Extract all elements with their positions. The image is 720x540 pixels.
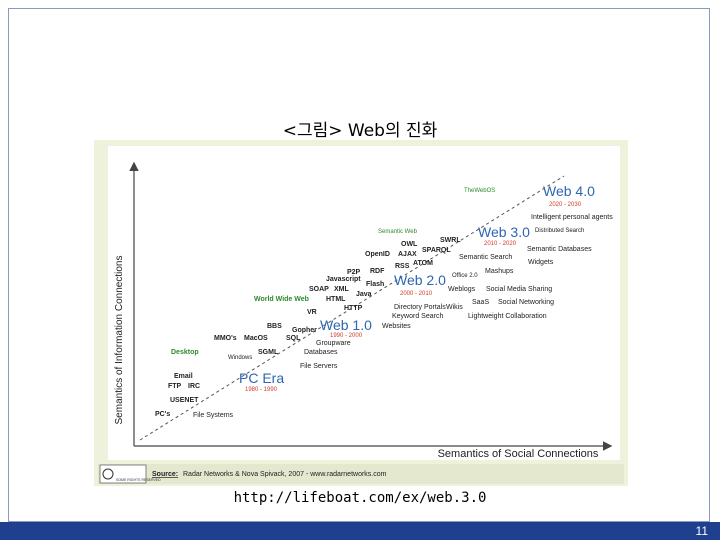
x-axis-label: Semantics of Social Connections bbox=[438, 448, 599, 460]
era-pc-name: PC Era bbox=[239, 370, 284, 386]
app-keyword-search: Keyword Search bbox=[392, 313, 443, 320]
tech-windows: Windows bbox=[228, 355, 252, 361]
web-evolution-diagram: Semantics of Information Connections Sem… bbox=[94, 140, 628, 486]
app-semantic-search: Semantic Search bbox=[459, 254, 512, 261]
app-intelligent-agents: Intelligent personal agents bbox=[531, 214, 613, 221]
era-web3-name: Web 3.0 bbox=[478, 224, 530, 240]
tech-soap: SOAP bbox=[309, 286, 329, 293]
tech-sgml: SGML bbox=[258, 349, 279, 356]
tech-java: Java bbox=[356, 291, 372, 298]
era-web2-years: 2000 - 2010 bbox=[400, 291, 433, 297]
app-distributed-search: Distributed Search bbox=[535, 228, 584, 234]
tech-http: HTTP bbox=[344, 305, 363, 312]
y-axis-label: Semantics of Information Connections bbox=[114, 256, 125, 425]
era-web3-years: 2010 - 2020 bbox=[484, 241, 517, 247]
tech-email: Email bbox=[174, 373, 193, 380]
source-text: Radar Networks & Nova Spivack, 2007 - ww… bbox=[183, 471, 387, 478]
license-text: SOME RIGHTS RESERVED bbox=[116, 478, 161, 482]
tech-bbs: BBS bbox=[267, 323, 282, 330]
tech-gopher: Gopher bbox=[292, 327, 317, 334]
tech-mmos: MMO's bbox=[214, 335, 237, 342]
slide-border bbox=[8, 8, 710, 522]
figure-caption: <그림> Web의 진화 bbox=[282, 121, 438, 141]
app-file-servers: File Servers bbox=[300, 363, 338, 370]
tech-openid: OpenID bbox=[365, 251, 390, 258]
tech-usenet: USENET bbox=[170, 397, 199, 404]
era-web2-name: Web 2.0 bbox=[394, 272, 446, 288]
stage-the-web-os: TheWebOS bbox=[464, 188, 495, 194]
source-label: Source: bbox=[152, 471, 178, 478]
era-pc-years: 1980 - 1990 bbox=[245, 387, 278, 393]
tech-rdf: RDF bbox=[370, 268, 385, 275]
tech-xml: XML bbox=[334, 286, 350, 293]
stage-world-wide-web: World Wide Web bbox=[254, 296, 309, 303]
footer-bar: 11 bbox=[0, 522, 720, 540]
tech-irc: IRC bbox=[188, 383, 200, 390]
tech-flash: Flash bbox=[366, 281, 384, 288]
tech-swrl: SWRL bbox=[440, 237, 461, 244]
app-semantic-databases: Semantic Databases bbox=[527, 246, 592, 253]
diagram-background bbox=[108, 146, 620, 460]
app-social-networking: Social Networking bbox=[498, 299, 554, 306]
tech-rss: RSS bbox=[395, 263, 410, 270]
page-number: 11 bbox=[695, 524, 708, 538]
source-url: http://lifeboat.com/ex/web.3.0 bbox=[233, 490, 487, 506]
trend-line bbox=[139, 175, 565, 441]
tech-p2p: P2P bbox=[347, 269, 361, 276]
tech-sparql: SPARQL bbox=[422, 247, 451, 254]
era-web4-years: 2020 - 2030 bbox=[549, 202, 582, 208]
app-directory-portals: Directory Portals bbox=[394, 304, 446, 311]
app-lightweight-collaboration: Lightweight Collaboration bbox=[468, 313, 547, 320]
tech-ajax: AJAX bbox=[398, 251, 417, 258]
tech-macos: MacOS bbox=[244, 335, 268, 342]
app-databases: Databases bbox=[304, 349, 338, 356]
tech-javascript: Javascript bbox=[326, 276, 361, 283]
diagram-canvas: Semantics of Information Connections Sem… bbox=[98, 146, 624, 484]
license-badge bbox=[99, 464, 147, 484]
cc-icon bbox=[102, 468, 114, 480]
app-wikis: Wikis bbox=[446, 304, 463, 311]
app-mashups: Mashups bbox=[485, 268, 514, 275]
source-strip bbox=[98, 464, 624, 484]
era-web1-name: Web 1.0 bbox=[320, 317, 372, 333]
app-groupware: Groupware bbox=[316, 340, 351, 347]
tech-atom: ATOM bbox=[413, 260, 433, 267]
app-saas: SaaS bbox=[472, 299, 489, 306]
stage-semantic-web: Semantic Web bbox=[378, 229, 418, 235]
app-office-20: Office 2.0 bbox=[452, 273, 478, 279]
app-weblogs: Weblogs bbox=[448, 286, 476, 293]
app-widgets: Widgets bbox=[528, 259, 554, 266]
tech-owl: OWL bbox=[401, 241, 418, 248]
tech-sql: SQL bbox=[286, 335, 301, 342]
stage-desktop: Desktop bbox=[171, 349, 199, 356]
era-web4-name: Web 4.0 bbox=[543, 183, 595, 199]
app-websites: Websites bbox=[382, 323, 411, 330]
app-social-media-sharing: Social Media Sharing bbox=[486, 286, 552, 293]
tech-pcs: PC's bbox=[155, 411, 170, 418]
tech-html: HTML bbox=[326, 296, 346, 303]
tech-ftp: FTP bbox=[168, 383, 182, 390]
tech-vr: VR bbox=[307, 309, 317, 316]
era-web1-years: 1990 - 2000 bbox=[330, 333, 363, 339]
app-file-systems: File Systems bbox=[193, 412, 234, 419]
